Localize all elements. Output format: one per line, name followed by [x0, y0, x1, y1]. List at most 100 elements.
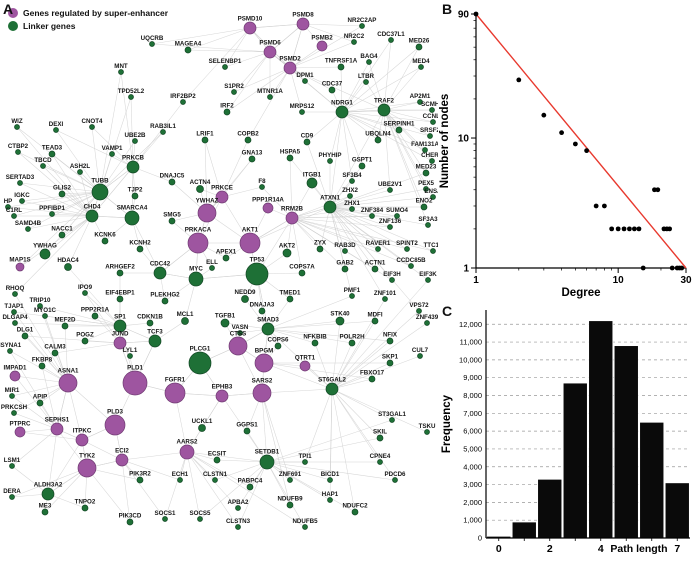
- network-node: [177, 477, 183, 483]
- network-node: [302, 78, 308, 84]
- network-node-label: TGFB1: [215, 313, 236, 320]
- network-edge: [341, 111, 431, 137]
- y-axis-title: Frequency: [441, 394, 453, 453]
- network-node: [161, 297, 169, 305]
- network-edge: [67, 382, 83, 441]
- network-edge: [41, 365, 58, 430]
- network-node: [417, 353, 423, 359]
- network-node: [285, 211, 299, 225]
- network-node-label: ST3GAL1: [378, 411, 406, 418]
- network-edge: [7, 206, 93, 217]
- network-node: [136, 476, 144, 484]
- network-node: [429, 158, 435, 164]
- network-node-label: HP: [4, 198, 13, 205]
- network-labels: PSMD10 PSMD8 NR2C2AP UQCRB MAGEA4 PSMD6 PSMB2 N…: [0, 12, 438, 526]
- network-edge: [383, 109, 434, 198]
- network-node: [259, 454, 275, 470]
- network-edge: [64, 325, 69, 384]
- network-node-label: ECSIT: [208, 451, 226, 458]
- network-edge: [186, 451, 201, 520]
- network-node: [374, 136, 382, 144]
- network-edge: [99, 140, 136, 193]
- network-node: [168, 178, 176, 186]
- network-node: [387, 224, 393, 230]
- network-node-label: SETDB1: [255, 449, 280, 456]
- network-node: [299, 109, 305, 115]
- legend-item-se-genes: Genes regulated by super-enhancer: [8, 8, 168, 18]
- network-node-label: PTPRC: [10, 421, 32, 428]
- y-tick-label: 9,000: [463, 373, 482, 382]
- network-node-label: ELL: [206, 259, 218, 266]
- network-node-label: CCDC85B: [396, 257, 426, 264]
- network-node: [11, 213, 17, 219]
- network-node: [327, 158, 333, 164]
- network-node-label: ISYNA1: [0, 342, 22, 349]
- network-node-label: BAG4: [360, 53, 378, 60]
- network-node: [347, 193, 353, 199]
- network-node: [181, 317, 189, 325]
- network-edge: [267, 328, 316, 344]
- network-edge: [291, 217, 303, 274]
- network-edge: [302, 23, 363, 27]
- network-node-label: TUBB: [91, 178, 109, 185]
- network-edge: [199, 461, 268, 520]
- network-edge: [266, 461, 356, 513]
- network-node: [386, 359, 394, 367]
- network-node-label: TCF3: [147, 329, 163, 336]
- network-node: [196, 185, 204, 193]
- network-edge: [164, 451, 188, 520]
- network-edge: [11, 382, 69, 397]
- network-node-label: IGKC: [14, 192, 30, 199]
- network-edge: [341, 46, 420, 113]
- network-edge: [331, 310, 420, 390]
- scatter-point: [473, 11, 479, 17]
- network-edge: [341, 66, 422, 113]
- network-node: [299, 360, 311, 372]
- network-node: [149, 41, 155, 47]
- network-node-label: AARS2: [177, 439, 199, 446]
- network-edge: [329, 206, 353, 297]
- network-edge: [263, 362, 373, 380]
- network-node-label: CHD4: [84, 204, 101, 211]
- network-node: [58, 190, 66, 198]
- network-node-label: ITGB1: [303, 172, 322, 179]
- network-node: [274, 342, 282, 350]
- network-edge: [383, 109, 431, 137]
- network-edge: [204, 139, 223, 198]
- network-node-label: TTC14: [424, 242, 438, 249]
- network-node-label: SAMD4B: [15, 220, 42, 227]
- network-node-label: TP53: [250, 257, 265, 264]
- network-node-label: VAMP1: [102, 145, 123, 152]
- network-edge: [13, 311, 69, 384]
- network-node: [371, 265, 379, 273]
- network-node: [235, 524, 241, 530]
- network-node: [349, 178, 355, 184]
- network-node: [187, 232, 209, 254]
- network-node-label: NDUFC2: [342, 503, 368, 510]
- network-node-label: RRM2B: [281, 206, 304, 213]
- network-edge: [17, 151, 93, 217]
- network-edge: [99, 71, 122, 193]
- network-node-label: DEXI: [49, 121, 64, 128]
- network-node: [101, 237, 109, 245]
- network-node-label: CTBP2: [8, 143, 29, 150]
- network-edge: [233, 51, 271, 93]
- network-node-label: NACC1: [51, 226, 73, 233]
- network-node: [11, 410, 17, 416]
- network-node-label: ASNA1: [58, 368, 80, 375]
- panel-b-degree-scatter: B 90 10 1 1 10 30 Number of nodes Degree: [438, 0, 700, 302]
- network-edge: [289, 41, 355, 69]
- network-node-label: CD9: [301, 133, 314, 140]
- network-node: [115, 453, 129, 467]
- network-node: [287, 477, 293, 483]
- network-node-label: LSM1: [4, 457, 21, 464]
- network-node: [371, 317, 379, 325]
- scatter-point: [667, 226, 672, 232]
- network-node: [252, 383, 272, 403]
- network-node-label: EIF3K: [419, 271, 437, 278]
- network-edge: [11, 395, 58, 430]
- network-node: [424, 429, 430, 435]
- network-node-label: SOCS1: [155, 510, 177, 517]
- network-edge: [206, 158, 253, 214]
- network-node: [303, 138, 311, 146]
